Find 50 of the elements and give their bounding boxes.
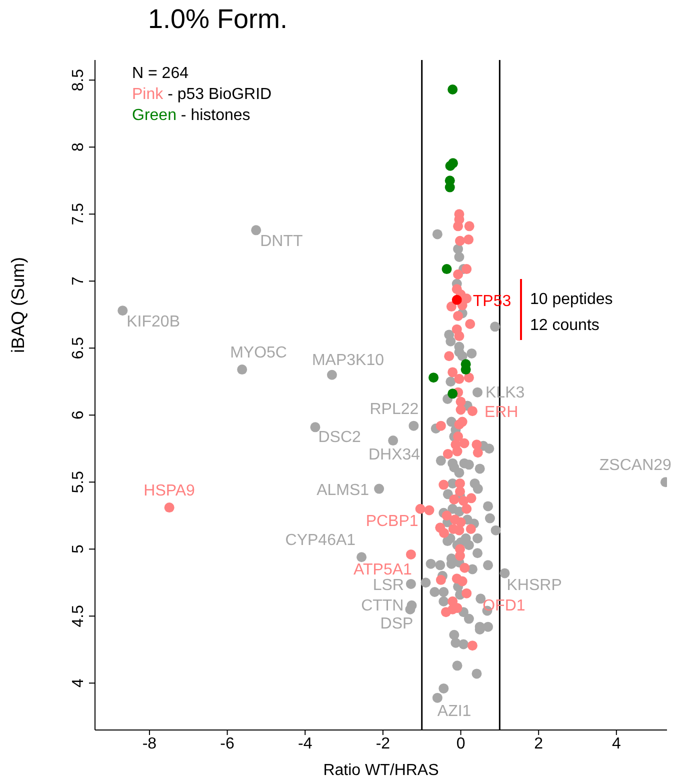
y-tick-label: 5.5 — [70, 470, 87, 494]
x-tick-label: 2 — [534, 735, 544, 752]
annotation: CYP46A1 — [285, 532, 356, 550]
annotation: DSP — [380, 615, 414, 632]
y-tick-label: 5 — [70, 544, 87, 554]
point — [448, 84, 458, 94]
annotation: MAP3K10 — [312, 352, 384, 369]
point — [444, 182, 455, 192]
annotation: MYO5C — [230, 344, 287, 362]
annotation: ZSCAN29 — [599, 457, 672, 474]
annotation: ATP5A1 — [354, 561, 412, 578]
annotation: LSR — [372, 576, 404, 594]
annotation: DHX34 — [368, 446, 420, 464]
x-tick-label: -2 — [376, 735, 390, 752]
annotation: DNTT — [260, 233, 303, 250]
y-tick-label: 6 — [70, 410, 87, 420]
y-tick-label: 7.5 — [70, 202, 87, 226]
annotation: RPL22 — [370, 400, 419, 418]
y-tick-label: 7 — [70, 276, 87, 286]
point — [428, 372, 439, 383]
y-axis-title: iBAQ (Sum) — [8, 256, 28, 354]
annotation: Green - histones — [132, 107, 250, 124]
x-tick-label: -6 — [220, 735, 235, 752]
annotation: 12 counts — [530, 317, 600, 334]
annotation: N = 264 — [132, 65, 189, 82]
y-tick-label: 6.5 — [70, 336, 87, 360]
annotation: DSC2 — [318, 429, 362, 446]
annotation: HSPA9 — [144, 482, 196, 500]
point — [442, 264, 452, 274]
x-tick-label: -8 — [142, 735, 157, 752]
y-tick-label: 4.5 — [70, 604, 87, 628]
y-tick-label: 8.5 — [70, 68, 87, 92]
point — [448, 388, 458, 399]
annotation: KIF20B — [126, 314, 180, 331]
annotation: AZI1 — [437, 702, 472, 720]
annotation: KHSRP — [506, 577, 562, 594]
x-tick-label: 4 — [612, 735, 621, 752]
x-tick-label: 0 — [456, 735, 466, 752]
x-tick-label: -4 — [298, 735, 312, 752]
chart-title: 1.0% Form. — [148, 4, 288, 35]
annotation: CTTN — [361, 597, 404, 614]
y-tick-label: 4 — [70, 678, 87, 688]
annotation: PCBP1 — [366, 512, 418, 530]
annotation: Pink - p53 BioGRID — [132, 86, 272, 103]
annotation: ALMS1 — [316, 482, 370, 499]
y-tick-label: 8 — [70, 142, 87, 152]
point — [452, 294, 462, 305]
point — [445, 160, 456, 171]
annotation: 10 peptides — [530, 291, 613, 308]
x-axis-title: Ratio WT/HRAS — [323, 762, 439, 779]
